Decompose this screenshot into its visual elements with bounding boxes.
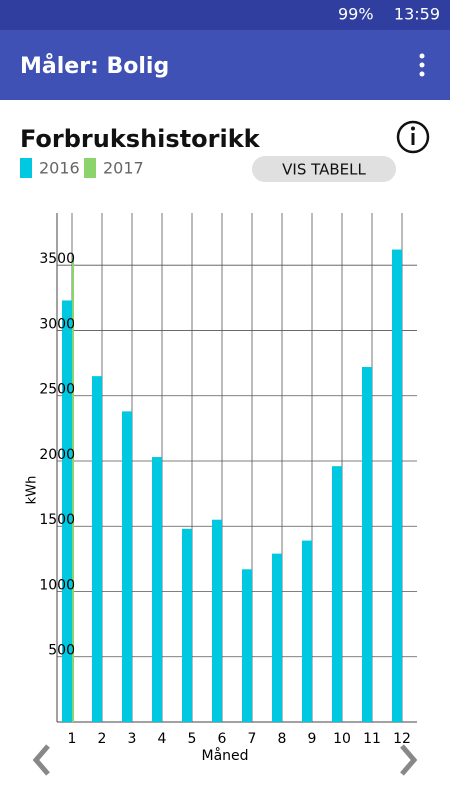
- legend-swatch: [20, 158, 32, 178]
- legend-swatch: [84, 158, 96, 178]
- x-tick-label: 12: [393, 731, 411, 747]
- bar: [72, 259, 74, 722]
- y-tick-label: 2000: [39, 447, 75, 463]
- clock: 13:59: [394, 5, 440, 24]
- bar: [182, 528, 192, 722]
- bar: [332, 466, 342, 722]
- x-tick-label: 10: [333, 731, 351, 747]
- x-tick-label: 11: [363, 731, 381, 747]
- chart-title: Forbrukshistorikk: [20, 125, 261, 153]
- app-bar: [0, 30, 450, 100]
- menu-button[interactable]: [419, 53, 425, 77]
- y-tick-label: 1500: [39, 512, 75, 528]
- legend-label: 2016: [39, 159, 80, 178]
- bar: [62, 300, 72, 722]
- legend-label: 2017: [103, 159, 144, 178]
- info-button[interactable]: [396, 120, 430, 154]
- bar: [212, 519, 222, 722]
- x-tick-label: 4: [158, 731, 167, 747]
- x-axis-label: Måned: [201, 747, 248, 764]
- bar: [302, 540, 312, 722]
- bar: [152, 457, 162, 722]
- bar: [122, 411, 132, 722]
- y-axis-label: kWh: [25, 476, 40, 505]
- y-tick-label: 2500: [39, 382, 75, 398]
- x-tick-label: 9: [308, 731, 317, 747]
- table-button[interactable]: VIS TABELL: [252, 156, 396, 182]
- y-tick-label: 500: [48, 643, 75, 659]
- x-tick-label: 2: [98, 731, 107, 747]
- y-tick-label: 1000: [39, 577, 75, 593]
- bar: [392, 249, 402, 723]
- prev-arrow[interactable]: [32, 744, 50, 776]
- y-tick-label: 3500: [39, 251, 75, 267]
- y-tick-label: 3000: [39, 316, 75, 332]
- bar: [362, 367, 372, 722]
- x-tick-label: 1: [68, 731, 77, 747]
- bar: [242, 569, 252, 722]
- x-tick-label: 3: [128, 731, 137, 747]
- x-tick-label: 6: [218, 731, 227, 747]
- x-tick-label: 8: [278, 731, 287, 747]
- next-arrow[interactable]: [400, 744, 418, 776]
- bar: [92, 376, 102, 722]
- table-button-label: VIS TABELL: [282, 161, 366, 179]
- battery: 99%: [338, 5, 374, 24]
- status-bar: [0, 0, 450, 30]
- app-title: Måler: Bolig: [20, 53, 169, 79]
- x-tick-label: 7: [248, 731, 257, 747]
- bar: [272, 553, 282, 722]
- x-tick-label: 5: [188, 731, 197, 747]
